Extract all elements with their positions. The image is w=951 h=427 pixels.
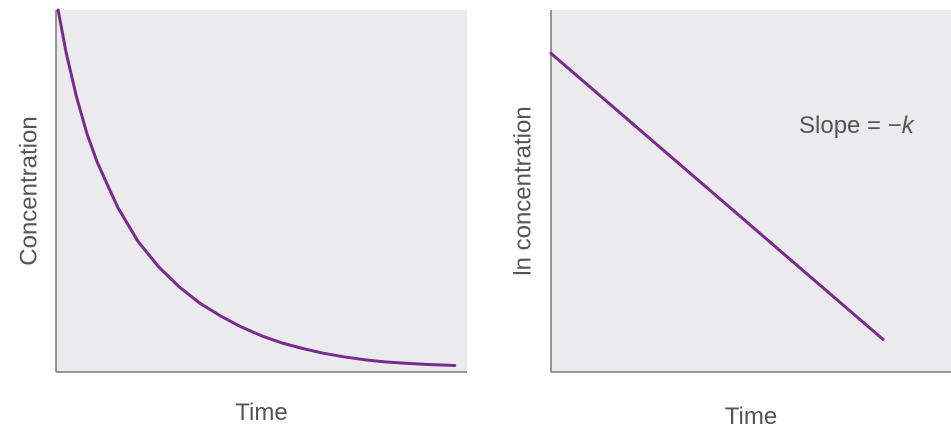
right-plot-area xyxy=(551,10,951,372)
right-chart: Time ln concentration Slope = −k xyxy=(509,10,951,427)
right-series-line xyxy=(549,51,885,341)
right-x-axis-title: Time xyxy=(725,403,777,427)
slope-annotation-prefix: Slope = − xyxy=(799,112,902,139)
left-chart: Time Concentration xyxy=(15,8,467,426)
left-y-axis-title: Concentration xyxy=(15,116,42,265)
left-x-axis-title: Time xyxy=(235,399,287,426)
left-plot-area xyxy=(56,10,467,372)
right-y-axis-title: ln concentration xyxy=(509,106,536,275)
left-series-line xyxy=(56,8,457,367)
slope-annotation-k: k xyxy=(902,112,916,139)
slope-annotation: Slope = −k xyxy=(799,112,916,139)
